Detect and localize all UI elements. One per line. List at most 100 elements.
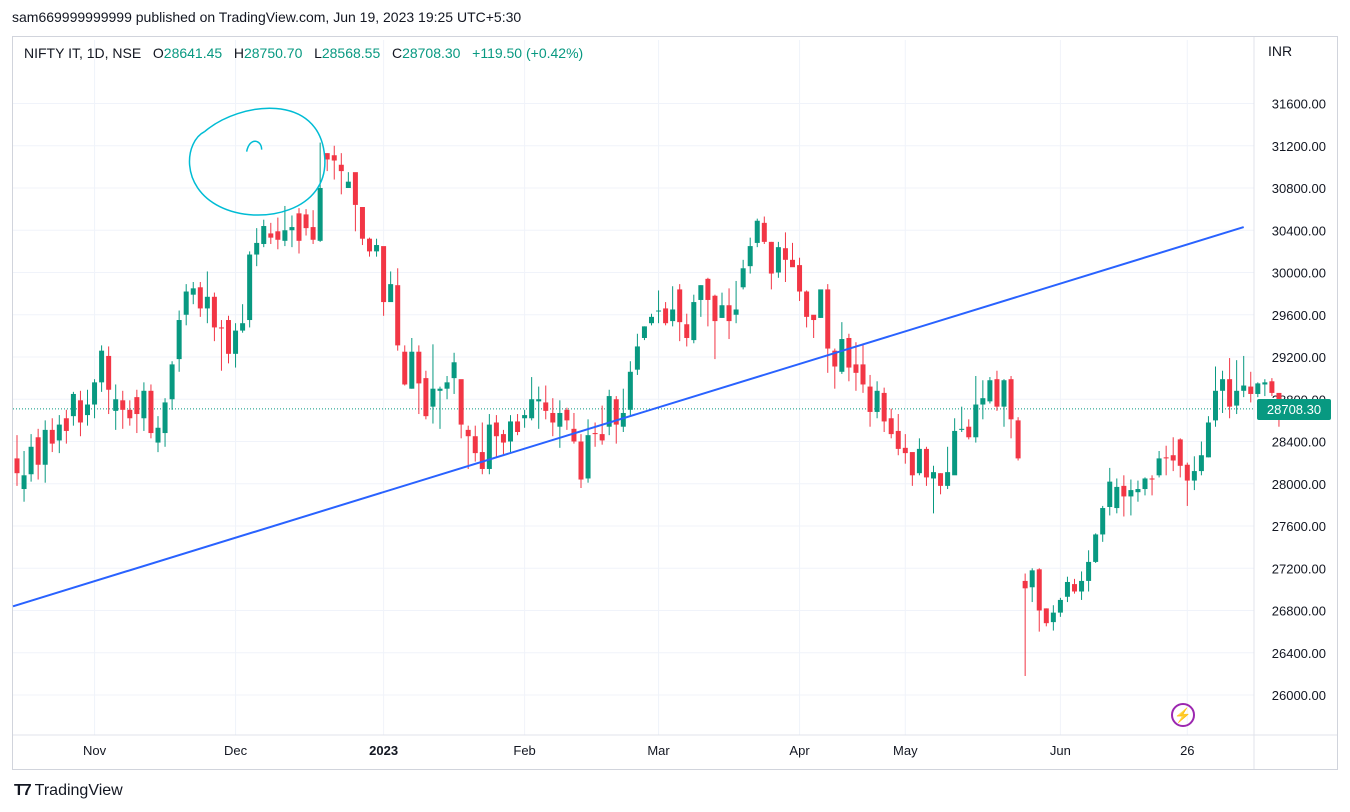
candle-body[interactable] — [1100, 508, 1106, 535]
candle-body[interactable] — [1213, 390, 1218, 421]
candle-body[interactable] — [881, 392, 887, 422]
candle-body[interactable] — [839, 339, 845, 372]
candle-body[interactable] — [627, 371, 633, 410]
candle-body[interactable] — [634, 346, 640, 370]
candle-body[interactable] — [754, 220, 760, 243]
candle-body[interactable] — [381, 246, 387, 303]
candle-body[interactable] — [740, 268, 746, 288]
candle-body[interactable] — [663, 308, 669, 324]
candle-body[interactable] — [705, 278, 711, 300]
candle-body[interactable] — [966, 426, 972, 438]
candle-body[interactable] — [402, 351, 408, 385]
candle-body[interactable] — [698, 285, 704, 300]
candle-body[interactable] — [1072, 584, 1077, 592]
candle-body[interactable] — [980, 398, 986, 405]
candle-body[interactable] — [226, 320, 231, 354]
candle-body[interactable] — [909, 452, 915, 476]
candle-body[interactable] — [338, 164, 344, 172]
candle-body[interactable] — [959, 428, 965, 430]
candle-body[interactable] — [99, 350, 105, 383]
candle-body[interactable] — [508, 421, 513, 442]
candle-body[interactable] — [197, 287, 203, 309]
candle-body[interactable] — [211, 296, 217, 328]
candle-body[interactable] — [656, 310, 662, 312]
candle-body[interactable] — [775, 247, 781, 273]
candle-body[interactable] — [56, 424, 62, 441]
candle-body[interactable] — [1234, 390, 1240, 406]
candle-body[interactable] — [28, 446, 34, 475]
candle-body[interactable] — [733, 309, 739, 315]
candle-body[interactable] — [1079, 580, 1085, 592]
candle-body[interactable] — [134, 397, 140, 415]
candle-body[interactable] — [987, 380, 993, 402]
candle-body[interactable] — [811, 314, 817, 321]
candle-body[interactable] — [1008, 379, 1014, 420]
candle-body[interactable] — [310, 227, 316, 240]
candle-body[interactable] — [853, 364, 859, 373]
candle-body[interactable] — [641, 326, 647, 338]
candle-body[interactable] — [148, 390, 154, 434]
candle-body[interactable] — [247, 254, 253, 321]
candle-body[interactable] — [832, 350, 838, 367]
candle-body[interactable] — [1142, 478, 1148, 490]
candle-body[interactable] — [218, 327, 224, 329]
candle-body[interactable] — [345, 181, 351, 188]
candle-body[interactable] — [493, 422, 499, 437]
candle-body[interactable] — [204, 296, 210, 309]
candle-body[interactable] — [1064, 581, 1070, 597]
candle-body[interactable] — [782, 248, 788, 260]
candle-body[interactable] — [92, 382, 98, 405]
candle-body[interactable] — [895, 430, 901, 449]
candle-body[interactable] — [254, 242, 260, 255]
candle-body[interactable] — [42, 429, 48, 465]
candle-body[interactable] — [395, 285, 401, 346]
candle-body[interactable] — [367, 238, 372, 252]
candle-body[interactable] — [515, 421, 521, 432]
candle-body[interactable] — [797, 265, 803, 292]
candle-body[interactable] — [35, 437, 41, 465]
candle-body[interactable] — [606, 396, 612, 427]
candle-body[interactable] — [874, 390, 880, 412]
candle-body[interactable] — [162, 402, 168, 434]
candle-body[interactable] — [1057, 599, 1063, 613]
candle-body[interactable] — [564, 409, 570, 421]
candle-body[interactable] — [275, 231, 281, 240]
candle-body[interactable] — [536, 399, 542, 402]
trendline[interactable] — [12, 226, 1244, 608]
candle-body[interactable] — [522, 415, 528, 419]
candle-body[interactable] — [1149, 478, 1155, 480]
candle-body[interactable] — [127, 409, 133, 419]
tradingview-brand[interactable]: T7 TradingView — [14, 782, 123, 800]
candle-body[interactable] — [500, 434, 506, 443]
annotation-arc[interactable] — [245, 140, 263, 152]
candle-body[interactable] — [916, 448, 922, 474]
candle-body[interactable] — [1156, 458, 1162, 476]
candle-body[interactable] — [1177, 439, 1183, 466]
candle-body[interactable] — [599, 434, 605, 441]
candle-body[interactable] — [543, 402, 549, 411]
candle-body[interactable] — [444, 382, 450, 389]
candle-body[interactable] — [670, 309, 676, 322]
candle-body[interactable] — [1262, 382, 1268, 385]
candle-body[interactable] — [1128, 490, 1134, 497]
candle-body[interactable] — [804, 291, 810, 317]
candle-body[interactable] — [529, 399, 535, 419]
candle-body[interactable] — [1269, 381, 1275, 393]
candle-body[interactable] — [70, 393, 76, 417]
candle-body[interactable] — [296, 213, 302, 241]
candle-body[interactable] — [557, 412, 563, 427]
candle-body[interactable] — [1029, 570, 1035, 588]
annotation-circle[interactable] — [188, 107, 326, 216]
candle-body[interactable] — [1001, 380, 1007, 407]
candle-body[interactable] — [1121, 485, 1127, 497]
candle-body[interactable] — [684, 324, 690, 338]
candle-body[interactable] — [423, 378, 429, 417]
candle-body[interactable] — [994, 379, 1000, 407]
candle-body[interactable] — [620, 412, 626, 427]
candle-body[interactable] — [190, 288, 196, 295]
candle-body[interactable] — [1015, 420, 1021, 459]
candle-body[interactable] — [1248, 386, 1254, 394]
candle-body[interactable] — [85, 404, 90, 416]
chart-pane[interactable] — [12, 36, 1338, 770]
candle-body[interactable] — [374, 245, 380, 252]
